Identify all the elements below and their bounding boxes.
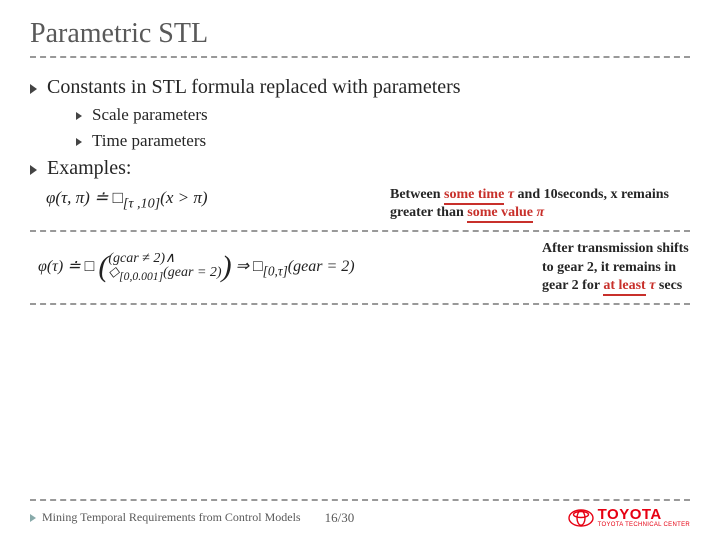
example-1-formula: φ(τ, π) ≐ □[τ ,10](x > π) bbox=[40, 186, 214, 214]
footer: Mining Temporal Requirements from Contro… bbox=[0, 499, 720, 528]
desc-pre: Between bbox=[390, 187, 444, 202]
formula-body: (x > π) bbox=[160, 188, 207, 207]
examples-area: φ(τ, π) ≐ □[τ ,10](x > π) Between some t… bbox=[30, 186, 690, 305]
example-1-desc: Between some time τ and 10seconds, x rem… bbox=[390, 186, 690, 222]
desc-tau: τ bbox=[504, 187, 517, 202]
toyota-logo-icon bbox=[568, 509, 594, 527]
example-2-formula: φ(τ) ≐ □ ((gcar ≠ 2)∧◇[0,0.001](gear = 2… bbox=[34, 249, 359, 286]
impl-sub: [0,τ] bbox=[263, 264, 288, 279]
bullet-main-2-text: Examples: bbox=[47, 157, 131, 180]
stack-top: (gcar ≠ 2)∧ bbox=[108, 251, 175, 266]
footer-text: Mining Temporal Requirements from Contro… bbox=[42, 510, 301, 525]
close-paren: ) bbox=[222, 250, 232, 283]
bullet-main-1: Constants in STL formula replaced with p… bbox=[30, 76, 690, 99]
bullet-icon bbox=[30, 165, 37, 175]
desc-tau: τ bbox=[646, 278, 659, 293]
impl-body: (gear = 2) bbox=[288, 258, 355, 275]
logo-sub-text: TOYOTA TECHNICAL CENTER bbox=[598, 522, 690, 528]
logo-text-stack: TOYOTA TOYOTA TECHNICAL CENTER bbox=[598, 507, 690, 528]
slide: Parametric STL Constants in STL formula … bbox=[0, 0, 720, 540]
bullet-icon bbox=[30, 84, 37, 94]
footer-divider bbox=[30, 499, 690, 501]
stack-bot-body: (gear = 2) bbox=[163, 265, 221, 280]
stack-bot-sub: [0,0.001] bbox=[119, 270, 163, 283]
bullet-sub-2-text: Time parameters bbox=[92, 131, 206, 151]
page-number: 16/30 bbox=[325, 510, 355, 526]
bullet-main-2: Examples: bbox=[30, 157, 690, 180]
footer-row: Mining Temporal Requirements from Contro… bbox=[30, 507, 690, 528]
desc-highlight: at least bbox=[603, 278, 645, 296]
bullet-sub-1-text: Scale parameters bbox=[92, 105, 208, 125]
logo-main-text: TOYOTA bbox=[598, 507, 690, 522]
formula-prefix: φ(τ) ≐ □ bbox=[38, 258, 98, 275]
example-2: φ(τ) ≐ □ ((gcar ≠ 2)∧◇[0,0.001](gear = 2… bbox=[30, 240, 690, 295]
desc-highlight: some time bbox=[444, 187, 504, 205]
example-2-desc: After transmission shifts to gear 2, it … bbox=[542, 240, 690, 295]
example-divider bbox=[30, 303, 690, 305]
example-divider bbox=[30, 230, 690, 232]
desc-highlight: some value bbox=[467, 205, 533, 223]
formula-stack: (gcar ≠ 2)∧◇[0,0.001](gear = 2) bbox=[108, 252, 221, 282]
formula-prefix: φ(τ, π) ≐ □ bbox=[46, 188, 123, 207]
bullet-sub-2: Time parameters bbox=[76, 131, 690, 151]
implies: ⇒ □ bbox=[232, 258, 263, 275]
open-paren: ( bbox=[98, 250, 108, 283]
title-divider bbox=[30, 56, 690, 58]
toyota-logo: TOYOTA TOYOTA TECHNICAL CENTER bbox=[568, 507, 690, 528]
example-1: φ(τ, π) ≐ □[τ ,10](x > π) Between some t… bbox=[30, 186, 690, 222]
desc-pi: π bbox=[533, 205, 544, 220]
stack-bot-pre: ◇ bbox=[108, 265, 119, 280]
bullet-icon bbox=[76, 138, 82, 146]
desc-post: secs bbox=[659, 278, 682, 293]
bullet-sub-1: Scale parameters bbox=[76, 105, 690, 125]
bullet-icon bbox=[76, 112, 82, 120]
formula-sub: [τ ,10] bbox=[123, 195, 160, 211]
footer-bullet-icon bbox=[30, 514, 36, 522]
slide-title: Parametric STL bbox=[30, 18, 690, 50]
bullet-main-1-text: Constants in STL formula replaced with p… bbox=[47, 76, 461, 99]
